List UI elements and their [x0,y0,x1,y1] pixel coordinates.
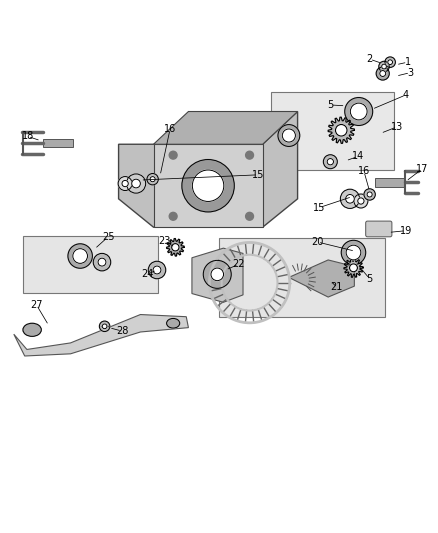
Polygon shape [14,314,188,356]
Circle shape [358,198,364,204]
FancyBboxPatch shape [375,178,405,187]
Circle shape [169,212,177,220]
Circle shape [376,67,389,80]
Circle shape [278,125,300,147]
Circle shape [350,264,357,272]
Circle shape [246,151,254,159]
Circle shape [283,129,295,142]
Circle shape [380,70,386,76]
Circle shape [327,159,333,165]
Text: 17: 17 [416,164,429,174]
Circle shape [381,64,386,69]
Text: 27: 27 [30,300,43,310]
Polygon shape [166,239,184,256]
Circle shape [211,268,223,281]
Circle shape [323,155,337,169]
Text: 18: 18 [21,132,34,141]
Polygon shape [289,260,354,297]
Text: 13: 13 [391,122,403,132]
Text: 4: 4 [403,90,409,100]
Text: 25: 25 [102,232,114,242]
Polygon shape [219,238,385,317]
Circle shape [93,253,111,271]
Circle shape [364,189,375,200]
Circle shape [340,189,360,208]
Circle shape [150,176,155,182]
Circle shape [346,245,361,260]
Polygon shape [153,144,263,227]
Circle shape [147,174,158,185]
Polygon shape [119,111,297,227]
Polygon shape [272,92,394,171]
Circle shape [345,98,373,125]
Text: 3: 3 [407,68,413,78]
Text: 15: 15 [313,203,325,213]
Text: 24: 24 [141,269,153,279]
Polygon shape [22,236,158,293]
Ellipse shape [166,318,180,328]
Ellipse shape [23,323,41,336]
Circle shape [132,179,140,188]
Circle shape [354,194,368,208]
Circle shape [350,103,367,120]
Text: 14: 14 [352,151,364,161]
Circle shape [118,176,132,190]
Circle shape [68,244,92,268]
Circle shape [182,159,234,212]
Polygon shape [344,259,363,277]
Circle shape [367,192,372,197]
FancyBboxPatch shape [43,139,73,147]
Text: 5: 5 [327,100,333,110]
Circle shape [336,125,347,136]
Circle shape [127,174,146,193]
Polygon shape [328,117,354,143]
Circle shape [169,151,177,159]
Circle shape [98,258,106,266]
Text: 5: 5 [367,274,373,284]
Circle shape [346,195,354,203]
Text: 23: 23 [158,236,171,246]
Text: 1: 1 [405,57,411,67]
Circle shape [388,60,392,64]
FancyBboxPatch shape [366,221,392,237]
Circle shape [203,261,231,288]
Circle shape [172,244,179,251]
Text: 22: 22 [233,260,245,269]
Circle shape [153,266,161,274]
Circle shape [122,180,128,187]
Circle shape [73,249,88,263]
Circle shape [102,324,107,329]
Text: 16: 16 [358,166,370,176]
Circle shape [385,57,396,67]
Text: 2: 2 [367,54,373,64]
Circle shape [341,240,366,265]
Circle shape [192,170,224,201]
Polygon shape [153,111,297,144]
Polygon shape [192,248,243,302]
Circle shape [379,61,389,72]
Text: 28: 28 [116,326,128,336]
Circle shape [246,212,254,220]
Text: 19: 19 [400,225,412,236]
Text: 16: 16 [164,124,176,134]
Text: 21: 21 [331,282,343,293]
Circle shape [148,261,166,279]
Text: 20: 20 [311,237,324,247]
Text: 15: 15 [252,170,265,180]
Circle shape [99,321,110,332]
